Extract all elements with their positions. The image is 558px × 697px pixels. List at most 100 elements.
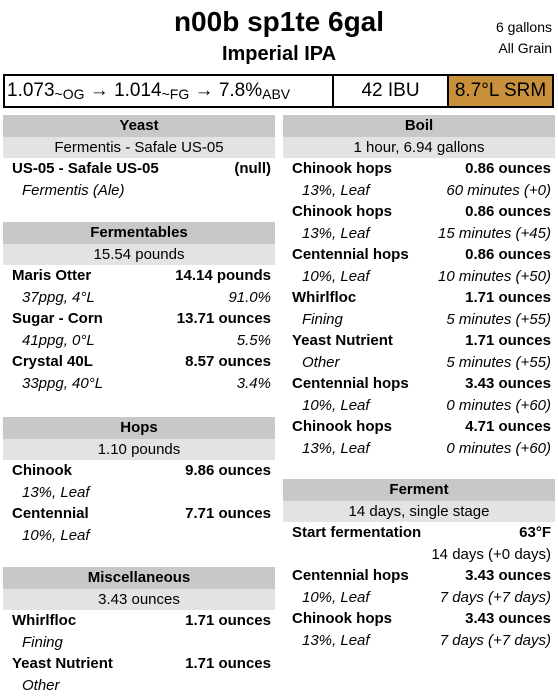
item-amount: 3.43 ounces (465, 610, 551, 627)
item-detail-right: 5 minutes (+55) (446, 353, 551, 371)
item-detail: 13%, Leaf (302, 631, 370, 649)
og-label: ~OG (54, 86, 85, 102)
section-fermentables: Fermentables 15.54 pounds Maris Otter 14.… (3, 222, 275, 394)
item-name: Whirlfloc (292, 289, 357, 306)
item-detail: 10%, Leaf (302, 396, 370, 414)
fermentables-heading: Fermentables (3, 222, 275, 244)
section-boil: Boil 1 hour, 6.94 gallons Chinook hops 0.… (283, 115, 555, 459)
item-name: Centennial (12, 505, 89, 522)
item-detail-right: 10 minutes (+50) (438, 267, 551, 285)
item-detail-right: 7 days (+7 days) (439, 588, 551, 606)
boil-item: Centennial hops 0.86 ounces 10%, Leaf 10… (283, 244, 555, 287)
misc-item: Yeast Nutrient 1.71 ounces Other (3, 653, 275, 696)
section-misc: Miscellaneous 3.43 ounces Whirlfloc 1.71 … (3, 567, 275, 696)
item-detail-right: 7 days (+7 days) (439, 631, 551, 649)
item-amount: 4.71 ounces (465, 418, 551, 435)
item-detail-right: 15 minutes (+45) (438, 224, 551, 242)
item-name: Centennial hops (292, 375, 409, 392)
item-detail-right: 3.4% (236, 374, 271, 392)
brew-method: All Grain (498, 40, 552, 56)
item-amount: 3.43 ounces (465, 567, 551, 584)
boil-summary: 1 hour, 6.94 gallons (283, 137, 555, 158)
item-detail-right: 14 days (+0 days) (431, 545, 551, 563)
item-amount: 0.86 ounces (465, 246, 551, 263)
fermentables-summary: 15.54 pounds (3, 244, 275, 265)
abv-value: 7.8% (218, 80, 263, 101)
ferment-item: Chinook hops 3.43 ounces 13%, Leaf 7 day… (283, 608, 555, 651)
recipe-style: Imperial IPA (221, 43, 337, 65)
boil-item: Chinook hops 0.86 ounces 13%, Leaf 15 mi… (283, 201, 555, 244)
item-detail: 41ppg, 0°L (22, 331, 95, 349)
item-detail: 37ppg, 4°L (22, 288, 95, 306)
item-name: Chinook hops (292, 610, 392, 627)
item-detail: Fining (302, 310, 343, 328)
hops-heading: Hops (3, 417, 275, 439)
gravity-abv: 1.073~OG → 1.014~FG → 7.8%ABV (5, 76, 332, 106)
item-amount: 0.86 ounces (465, 160, 551, 177)
item-detail-right: 91.0% (228, 288, 271, 306)
item-amount: 1.71 ounces (185, 655, 271, 672)
boil-item: Yeast Nutrient 1.71 ounces Other 5 minut… (283, 330, 555, 373)
item-detail-right: 0 minutes (+60) (446, 396, 551, 414)
fg-value: 1.014 (114, 80, 162, 101)
item-name: Crystal 40L (12, 353, 93, 370)
item-name: Whirlfloc (12, 612, 77, 629)
boil-item: Centennial hops 3.43 ounces 10%, Leaf 0 … (283, 373, 555, 416)
misc-item: Whirlfloc 1.71 ounces Fining (3, 610, 275, 653)
yeast-heading: Yeast (3, 115, 275, 137)
item-detail: 10%, Leaf (22, 526, 90, 544)
item-amount: 3.43 ounces (465, 375, 551, 392)
stats-bar: 1.073~OG → 1.014~FG → 7.8%ABV 42 IBU 8.7… (3, 74, 554, 108)
item-amount: 13.71 ounces (176, 310, 271, 327)
item-detail: Other (22, 676, 60, 694)
ferment-item: Start fermentation 63°F 14 days (+0 days… (283, 522, 555, 565)
ferment-summary: 14 days, single stage (283, 501, 555, 522)
item-detail: 10%, Leaf (302, 267, 370, 285)
fermentables-item: Maris Otter 14.14 pounds 37ppg, 4°L 91.0… (3, 265, 275, 308)
item-amount: (null) (234, 160, 271, 177)
batch-size: 6 gallons (495, 19, 552, 35)
boil-item: Chinook hops 0.86 ounces 13%, Leaf 60 mi… (283, 158, 555, 201)
hops-item: Chinook 9.86 ounces 13%, Leaf (3, 460, 275, 503)
section-hops: Hops 1.10 pounds Chinook 9.86 ounces 13%,… (3, 417, 275, 546)
arrow-icon: → (89, 80, 109, 101)
yeast-item: US-05 - Safale US-05 (null) Fermentis (A… (3, 158, 275, 201)
item-amount: 8.57 ounces (185, 353, 271, 370)
item-amount: 7.71 ounces (185, 505, 271, 522)
section-ferment: Ferment 14 days, single stage Start ferme… (283, 479, 555, 651)
item-name: Start fermentation (292, 524, 422, 541)
item-name: Sugar - Corn (12, 310, 103, 327)
boil-item: Whirlfloc 1.71 ounces Fining 5 minutes (… (283, 287, 555, 330)
fermentables-item: Crystal 40L 8.57 ounces 33ppg, 40°L 3.4% (3, 351, 275, 394)
misc-heading: Miscellaneous (3, 567, 275, 589)
item-amount: 1.71 ounces (185, 612, 271, 629)
item-detail-right: 60 minutes (+0) (446, 181, 551, 199)
srm-value: 8.7°L SRM (447, 76, 552, 106)
hops-item: Centennial 7.71 ounces 10%, Leaf (3, 503, 275, 546)
hops-summary: 1.10 pounds (3, 439, 275, 460)
item-detail (292, 544, 302, 566)
item-detail-right: 5 minutes (+55) (446, 310, 551, 328)
item-amount: 0.86 ounces (465, 203, 551, 220)
item-detail: Fining (22, 633, 63, 651)
item-name: Yeast Nutrient (292, 332, 393, 349)
fermentables-item: Sugar - Corn 13.71 ounces 41ppg, 0°L 5.5… (3, 308, 275, 351)
item-name: Centennial hops (292, 567, 409, 584)
item-detail: 13%, Leaf (302, 439, 370, 457)
misc-summary: 3.43 ounces (3, 589, 275, 610)
item-detail: 33ppg, 40°L (22, 374, 104, 392)
item-name: Chinook hops (292, 418, 392, 435)
item-name: Chinook hops (292, 203, 392, 220)
boil-item: Chinook hops 4.71 ounces 13%, Leaf 0 min… (283, 416, 555, 459)
item-detail: Other (302, 353, 340, 371)
item-name: Chinook hops (292, 160, 392, 177)
item-detail: 13%, Leaf (302, 224, 370, 242)
recipe-title: n00b sp1te 6gal (173, 6, 385, 37)
item-amount: 63°F (519, 524, 551, 541)
item-detail: 10%, Leaf (302, 588, 370, 606)
item-detail: Fermentis (Ale) (22, 181, 125, 199)
og-value: 1.073 (7, 80, 55, 101)
item-name: Yeast Nutrient (12, 655, 113, 672)
section-yeast: Yeast Fermentis - Safale US-05 US-05 - Sa… (3, 115, 275, 201)
abv-label: ABV (262, 86, 291, 102)
